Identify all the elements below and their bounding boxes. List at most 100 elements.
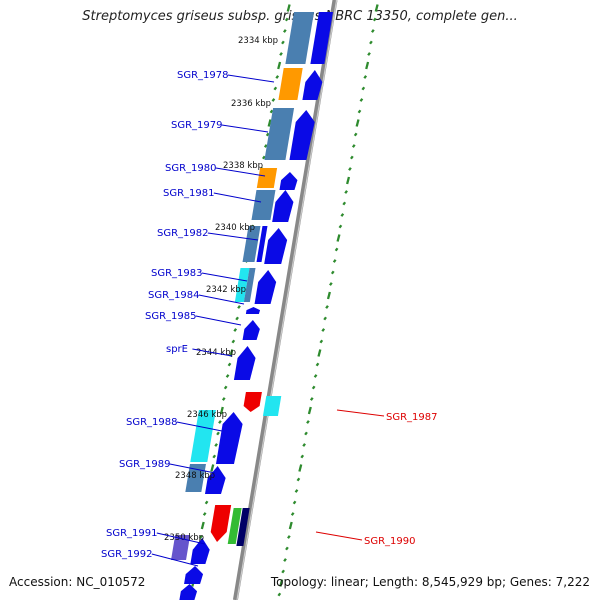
inner-tick-ring-right	[350, 155, 354, 160]
inner-tick-ring-right	[287, 535, 291, 539]
gene-label-text[interactable]: SGR_1989	[119, 459, 171, 470]
gene-label-text[interactable]: SGR_1980	[165, 163, 217, 174]
gene-SGR_1983-gradient[interactable]	[234, 268, 250, 302]
inner-tick-ring-right	[311, 385, 316, 390]
gene-SGR_1979-cds[interactable]	[289, 110, 315, 160]
gene-label-SGR_1987[interactable]: SGR_1987	[336, 409, 438, 423]
inner-tick-ring-left	[265, 132, 270, 137]
gene-label-SGR_1990[interactable]: SGR_1990	[315, 531, 416, 547]
gene-label-leader	[221, 124, 269, 133]
gene-SGR_1982-cds[interactable]	[256, 226, 268, 262]
gene-label-SGR_1984[interactable]: SGR_1984	[148, 290, 245, 305]
gene-SGR_1978-cds[interactable]	[302, 70, 323, 100]
gene-label-SGR_1982[interactable]: SGR_1982	[157, 228, 259, 241]
gene-label-text[interactable]: SGR_1983	[151, 268, 203, 279]
gene-SGR_1985-cds2[interactable]	[242, 320, 260, 340]
inner-tick-ring-left	[202, 512, 207, 516]
gene-SGR_1988-cds[interactable]	[215, 412, 243, 464]
gene-SGR_1990-navy[interactable]	[236, 508, 250, 546]
gene-SGR_1984-cds[interactable]	[254, 270, 277, 304]
gene-label-text[interactable]: SGR_1985	[145, 311, 197, 322]
inner-tick-ring-right	[319, 339, 324, 344]
inner-tick-ring-left	[218, 420, 222, 424]
gene-label-leader	[156, 532, 206, 545]
inner-tick-ring-left	[219, 406, 224, 415]
inner-tick-ring-right	[353, 132, 358, 137]
inner-tick-ring-left	[223, 385, 228, 390]
gene-SGR_1990-red[interactable]	[210, 505, 232, 542]
gene-label-SGR_1981[interactable]: SGR_1981	[163, 188, 262, 203]
gene-label-text[interactable]: SGR_1987	[386, 412, 438, 423]
gene-SGR_1989-cds[interactable]	[204, 466, 226, 494]
gene-SGR_1985-cds[interactable]	[245, 307, 261, 314]
gene-label-SGR_1985[interactable]: SGR_1985	[145, 311, 242, 326]
gene-SGR_1980-gradient[interactable]	[256, 168, 278, 188]
inner-tick-ring-right	[346, 176, 351, 185]
gene-label-text[interactable]: SGR_1982	[157, 228, 209, 239]
gene-label-SGR_1983[interactable]: SGR_1983	[151, 268, 248, 282]
gene-label-text[interactable]: SGR_1990	[364, 536, 416, 547]
gene-SGR_1992-cds[interactable]	[190, 538, 210, 564]
gene-label-leader	[213, 192, 262, 203]
inner-tick-ring-left	[279, 52, 283, 56]
inner-tick-ring-right	[363, 75, 368, 79]
cds-block[interactable]	[179, 584, 198, 600]
inner-tick-ring-left	[210, 464, 215, 472]
gene-label-text[interactable]: sprE	[166, 344, 188, 355]
gene-label-SGR_1992[interactable]: SGR_1992	[101, 549, 199, 567]
gene-label-text[interactable]: SGR_1991	[106, 528, 158, 539]
gene-label-SGR_1991[interactable]: SGR_1991	[106, 528, 206, 545]
gene-SGR_1991-purple[interactable]	[171, 535, 191, 560]
gene-SGR_1990-green[interactable]	[227, 508, 242, 544]
gene-label-SGR_1978[interactable]: SGR_1978	[177, 70, 275, 83]
cds-block[interactable]	[184, 566, 204, 584]
gene-label-text[interactable]: SGR_1981	[163, 188, 215, 199]
position-label: 2338 kbp	[223, 161, 263, 171]
inner-tick-ring-left	[221, 397, 226, 401]
gene-SGR_1987-red[interactable]	[243, 392, 262, 412]
inner-tick-ring-right	[290, 512, 295, 516]
gene-label-SGR_1989[interactable]: SGR_1989	[119, 459, 216, 474]
left-gene-labels[interactable]: SGR_1978 SGR_1979 SGR_1980 SGR_1981 SGR_1982…	[101, 70, 275, 567]
backbone-highlight	[236, 0, 338, 600]
gene-SGR_1981-gradient[interactable]	[251, 190, 276, 220]
gene-label-sprE[interactable]: sprE	[166, 344, 233, 357]
inner-tick-ring-right	[325, 305, 329, 309]
gene-label-SGR_1979[interactable]: SGR_1979	[171, 120, 269, 133]
gene-sprE-cds[interactable]	[233, 346, 256, 380]
inner-tick-ring-right	[342, 201, 347, 206]
gene-label-text[interactable]: SGR_1988	[126, 417, 178, 428]
inner-tick-ring-right	[277, 592, 282, 597]
gene-SGR_1987-cyan[interactable]	[262, 396, 282, 416]
gene-SGR_1978-gradient[interactable]	[278, 68, 303, 100]
inner-tick-ring-right	[285, 546, 289, 551]
position-label: 2350 kbp	[164, 533, 204, 543]
gene-label-text[interactable]: SGR_1992	[101, 549, 153, 560]
gene-label-SGR_1988[interactable]: SGR_1988	[126, 417, 223, 432]
gene-SGR_1982-cds2[interactable]	[264, 228, 288, 264]
inner-tick-ring-left	[281, 40, 285, 45]
inner-tick-ring-left	[204, 500, 209, 505]
gene-SGR_1981-cds[interactable]	[272, 190, 294, 222]
gene-SGR_1988-gradient[interactable]	[190, 410, 216, 462]
gene-SGR_1979-gradient[interactable]	[264, 108, 295, 160]
gene-label-text[interactable]: SGR_1984	[148, 290, 200, 301]
gene-SGR_1983-steel[interactable]	[243, 268, 256, 302]
gene-SGR_1989-gradient[interactable]	[185, 464, 206, 492]
inner-tick-ring-left	[216, 431, 220, 436]
inner-tick-ring-right	[288, 521, 293, 530]
feature-track[interactable]	[171, 12, 334, 600]
inner-tick-ring-left	[277, 61, 282, 70]
position-label: 2340 kbp	[215, 223, 255, 233]
gene-label-SGR_1980[interactable]: SGR_1980	[165, 163, 266, 177]
gene-SGR_1982-gradient[interactable]	[242, 226, 261, 262]
gene-label-text[interactable]: SGR_1979	[171, 120, 223, 131]
gene-SGR_1980-cds[interactable]	[279, 172, 298, 190]
cds-block[interactable]	[285, 12, 315, 64]
right-gene-labels[interactable]: SGR_1987 SGR_1990	[315, 409, 438, 547]
inner-tick-ring-left	[271, 98, 276, 102]
cds-block[interactable]	[310, 12, 334, 64]
inner-tick-ring-right	[357, 109, 362, 114]
gene-label-text[interactable]: SGR_1978	[177, 70, 229, 81]
